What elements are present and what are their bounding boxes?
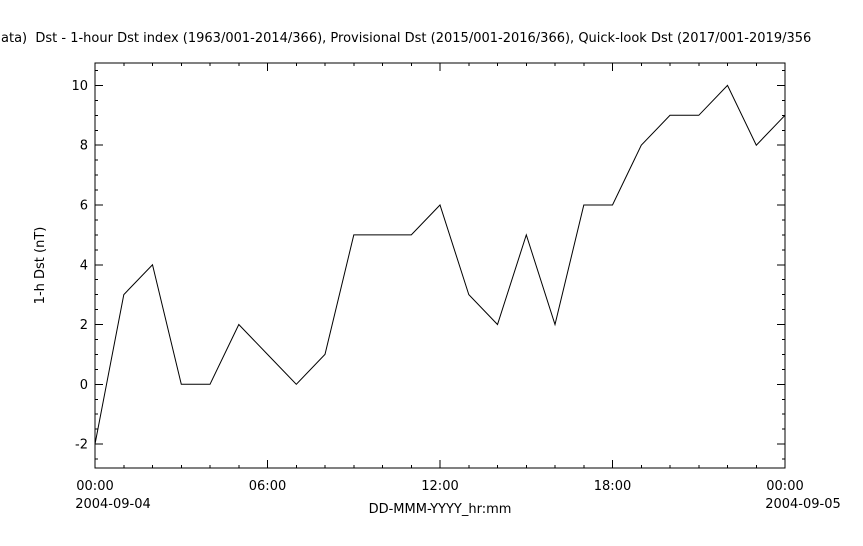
chart-title: ata) Dst - 1-hour Dst index (1963/001-20… bbox=[1, 31, 812, 46]
y-tick-label: 0 bbox=[80, 378, 88, 393]
y-tick-label: 10 bbox=[71, 79, 88, 94]
y-tick-label: 4 bbox=[80, 258, 88, 273]
x-date-label: 2004-09-05 bbox=[765, 497, 841, 512]
dst-line-series bbox=[94, 84, 786, 445]
x-date-label: 2004-09-04 bbox=[75, 497, 151, 512]
plot-frame bbox=[94, 62, 786, 469]
y-tick-label: 2 bbox=[80, 318, 88, 333]
x-tick-label: 00:00 bbox=[766, 479, 803, 494]
y-tick-label: 8 bbox=[80, 139, 88, 154]
x-tick-label: 00:00 bbox=[76, 479, 113, 494]
y-tick-label: -2 bbox=[75, 438, 88, 453]
x-tick-label: 12:00 bbox=[421, 479, 458, 494]
y-axis-label: 1-h Dst (nT) bbox=[33, 227, 48, 305]
x-tick-label: 06:00 bbox=[249, 479, 286, 494]
y-tick-label: 6 bbox=[80, 198, 88, 213]
x-axis-label: DD-MMM-YYYY_hr:mm bbox=[369, 502, 512, 517]
x-tick-label: 18:00 bbox=[594, 479, 631, 494]
